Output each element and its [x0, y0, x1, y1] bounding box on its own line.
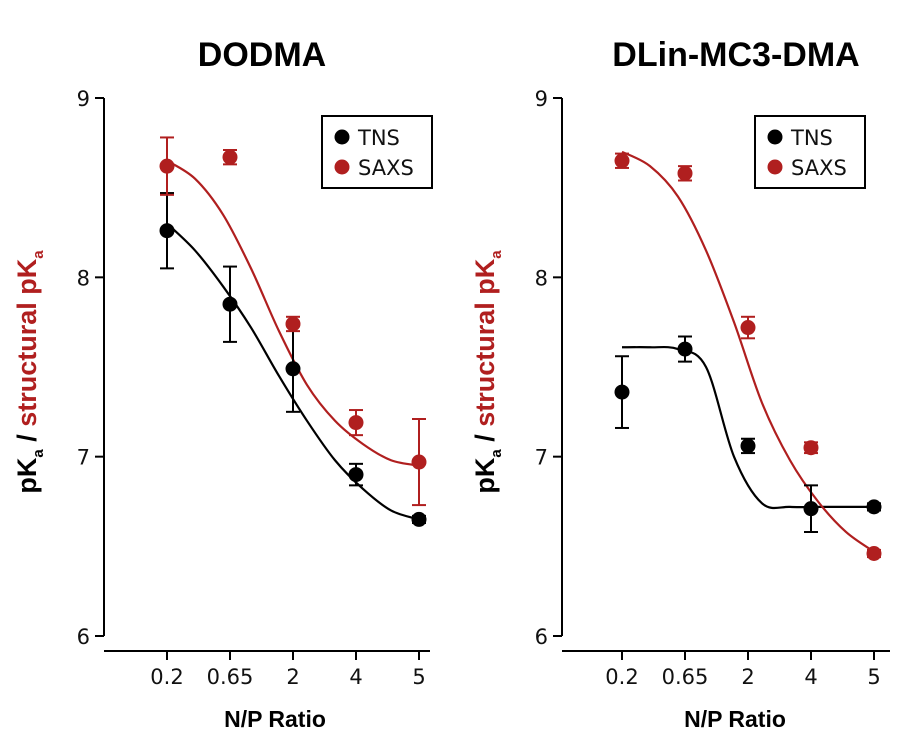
- y-axis-label-red-sub: a: [488, 250, 505, 259]
- panel-title: DLin-MC3-DMA: [612, 36, 859, 74]
- x-axis-label: N/P Ratio: [684, 706, 786, 732]
- legend-marker: [767, 159, 783, 175]
- legend-label: SAXS: [358, 156, 414, 180]
- legend-box: [321, 115, 433, 189]
- fit-curve-tns: [621, 345, 874, 510]
- data-point-saxs: [677, 165, 693, 182]
- data-marker: [411, 511, 427, 527]
- data-point-tns: [159, 192, 175, 270]
- legend-marker: [767, 129, 783, 145]
- legend: TNS SAXS: [754, 115, 866, 189]
- data-point-tns: [740, 437, 756, 455]
- y-axis-label-red: structural pK: [12, 258, 42, 427]
- x-tick-label: 2: [286, 665, 299, 689]
- data-point-tns: [348, 462, 364, 487]
- data-marker: [740, 320, 756, 336]
- x-tick-label: 0.2: [150, 665, 183, 689]
- y-axis-label-red: structural pK: [470, 258, 500, 427]
- x-tick-label: 2: [741, 665, 754, 689]
- data-marker: [411, 454, 427, 470]
- data-marker: [803, 440, 819, 456]
- axes: 6 7 8 9 0.2 0.65 2 4 5: [77, 87, 430, 689]
- data-point-saxs: [159, 136, 175, 196]
- data-marker: [677, 165, 693, 181]
- x-tick-label: 0.65: [662, 665, 709, 689]
- data-marker: [222, 149, 238, 165]
- legend-box: [754, 115, 866, 189]
- fit-curves: [621, 150, 875, 553]
- y-axis-label-black: pK: [470, 457, 500, 493]
- data-point-saxs: [222, 149, 238, 166]
- data-marker: [348, 415, 364, 431]
- panel-dlin-mc3-dma: DLin-MC3-DMA N/P Ratio pKa / structural …: [470, 36, 890, 732]
- data-point-tns: [866, 499, 882, 515]
- data-marker: [803, 501, 819, 517]
- x-tick-label: 0.2: [605, 665, 638, 689]
- data-marker: [348, 467, 364, 483]
- data-point-saxs: [411, 418, 427, 507]
- data-point-saxs: [803, 440, 819, 456]
- x-tick-label: 4: [804, 665, 817, 689]
- data-marker: [285, 316, 301, 332]
- data-marker: [222, 296, 238, 312]
- axes: 6 7 8 9 0.2 0.65 2 4 5: [535, 87, 890, 689]
- legend-label: TNS: [357, 126, 400, 150]
- y-axis-label-red-sub: a: [30, 250, 47, 259]
- legend-label: TNS: [790, 126, 833, 150]
- x-tick-label: 0.65: [207, 665, 254, 689]
- data-marks: [159, 136, 427, 527]
- y-tick-label: 6: [77, 625, 90, 649]
- x-tick-label: 4: [349, 665, 362, 689]
- y-tick-label: 7: [535, 446, 548, 470]
- fit-curve-saxs: [166, 159, 420, 467]
- data-point-saxs: [348, 409, 364, 437]
- data-point-tns: [411, 511, 427, 527]
- legend: TNS SAXS: [321, 115, 433, 189]
- data-marker: [614, 153, 630, 169]
- data-marks: [614, 152, 882, 562]
- data-marker: [159, 158, 175, 174]
- data-marker: [677, 341, 693, 357]
- data-point-saxs: [740, 315, 756, 340]
- y-axis-label-separator: /: [12, 427, 42, 450]
- y-tick-label: 7: [77, 446, 90, 470]
- x-tick-label: 5: [867, 665, 880, 689]
- data-point-tns: [677, 335, 693, 363]
- legend-label: SAXS: [791, 156, 847, 180]
- panel-dodma: DODMA N/P Ratio pKa / structural pKa 678…: [12, 36, 433, 732]
- data-point-tns: [222, 265, 238, 343]
- y-axis-label-separator: /: [470, 427, 500, 450]
- data-marker: [866, 546, 882, 562]
- data-marker: [740, 438, 756, 454]
- data-point-tns: [285, 324, 301, 413]
- data-point-tns: [803, 484, 819, 533]
- legend-marker: [334, 129, 350, 145]
- panel-title: DODMA: [198, 36, 326, 74]
- y-tick-label: 8: [77, 266, 90, 290]
- data-marker: [866, 499, 882, 515]
- data-point-saxs: [285, 315, 301, 333]
- data-marker: [285, 361, 301, 377]
- fit-curve-saxs: [621, 150, 875, 553]
- y-axis-label-black: pK: [12, 457, 42, 493]
- x-axis-label: N/P Ratio: [224, 706, 326, 732]
- data-marker: [614, 384, 630, 400]
- y-tick-label: 6: [535, 625, 548, 649]
- y-tick-label: 8: [535, 266, 548, 290]
- x-tick-label: 5: [412, 665, 425, 689]
- data-point-saxs: [614, 152, 630, 169]
- y-tick-label: 9: [77, 87, 90, 111]
- y-axis-label-black-sub: a: [488, 449, 505, 458]
- y-axis-label-black-sub: a: [30, 449, 47, 458]
- data-point-saxs: [866, 546, 882, 562]
- y-axis-label: pKa / structural pKa: [12, 250, 47, 494]
- data-point-tns: [614, 355, 630, 429]
- legend-marker: [334, 159, 350, 175]
- y-axis-label: pKa / structural pKa: [470, 250, 505, 494]
- y-tick-label: 9: [535, 87, 548, 111]
- data-marker: [159, 223, 175, 239]
